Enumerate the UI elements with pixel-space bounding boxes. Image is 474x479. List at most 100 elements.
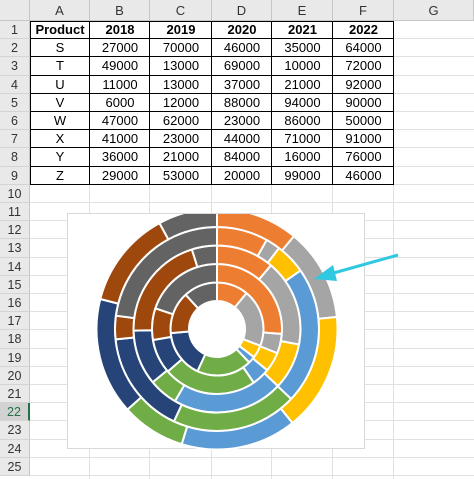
table-cell[interactable]: 21000 [162,149,200,165]
table-cell[interactable]: 71000 [284,131,321,147]
table-cell[interactable]: 20000 [223,167,261,183]
row-header-23[interactable]: 23 [0,421,30,440]
table-cell[interactable]: 84000 [223,149,261,165]
row-header-13[interactable]: 13 [0,239,30,258]
table-cell[interactable]: 88000 [223,94,261,110]
row-header-24[interactable]: 24 [0,439,30,458]
table-cell[interactable]: 47000 [101,113,139,128]
table-cell[interactable]: 13000 [162,76,200,92]
table-header-cell[interactable]: 2018 [105,22,135,37]
select-all-corner[interactable] [0,0,30,21]
table-cell[interactable]: 44000 [223,131,261,147]
row-header-10[interactable]: 10 [0,184,30,203]
row-header-22[interactable]: 22 [0,403,30,422]
row-header-17[interactable]: 17 [0,312,30,331]
table-cell[interactable]: W [53,113,67,128]
table-cell[interactable]: 46000 [345,167,382,183]
table-cell[interactable]: 92000 [345,76,382,92]
row-header-16[interactable]: 16 [0,294,30,313]
row-header-7[interactable]: 7 [0,130,30,149]
table-cell[interactable]: 23000 [223,113,261,128]
table-header-cell[interactable]: 2020 [227,22,257,37]
table-cell[interactable]: 6000 [105,94,135,110]
row-header-5[interactable]: 5 [0,93,30,112]
table-cell[interactable]: 23000 [162,131,200,147]
table-border [30,21,394,22]
table-border [393,21,394,185]
table-cell[interactable]: 13000 [162,58,200,74]
table-cell[interactable]: 11000 [102,76,138,92]
column-header-c[interactable]: C [150,0,212,21]
table-cell[interactable]: T [56,58,64,74]
column-header-d[interactable]: D [212,0,272,21]
table-border [271,21,272,185]
table-cell[interactable]: 50000 [345,113,382,128]
table-cell[interactable]: 27000 [101,40,139,56]
row-header-18[interactable]: 18 [0,330,30,349]
table-cell[interactable]: 37000 [223,76,261,92]
table-cell[interactable]: 49000 [101,58,139,74]
row-header-20[interactable]: 20 [0,366,30,385]
table-cell[interactable]: Z [56,167,64,183]
row-header-8[interactable]: 8 [0,148,30,167]
table-cell[interactable]: 12000 [162,94,200,110]
table-border [30,129,394,131]
column-header-f[interactable]: F [333,0,394,21]
column-header-e[interactable]: E [272,0,333,21]
table-cell[interactable]: V [55,94,65,110]
row-header-11[interactable]: 11 [0,203,30,222]
table-cell[interactable]: 29000 [101,167,139,183]
table-header-cell[interactable]: 2022 [349,22,378,37]
row-header-25[interactable]: 25 [0,457,30,476]
doughnut-segment-z[interactable] [158,214,218,241]
table-cell[interactable]: 99000 [284,167,321,183]
row-header-9[interactable]: 9 [0,166,30,185]
row-header-14[interactable]: 14 [0,257,30,276]
table-border [30,74,394,76]
row-header-15[interactable]: 15 [0,275,30,294]
row-header-21[interactable]: 21 [0,385,30,404]
table-cell[interactable]: 86000 [284,113,321,128]
table-cell[interactable]: 46000 [223,40,261,56]
table-cell[interactable]: Y [55,149,65,165]
table-cell[interactable]: 21000 [284,76,321,92]
column-header-a[interactable]: A [30,0,90,21]
column-header-b[interactable]: B [90,0,150,21]
row-header-3[interactable]: 3 [0,57,30,76]
table-cell[interactable]: 35000 [284,40,321,56]
table-cell[interactable]: 16000 [284,149,321,165]
row-header-1[interactable]: 1 [0,21,30,40]
row-header-12[interactable]: 12 [0,221,30,240]
doughnut-chart[interactable] [67,213,365,450]
table-cell[interactable]: 94000 [284,94,321,110]
gridline-row [30,475,474,476]
row-header-2[interactable]: 2 [0,39,30,58]
table-cell[interactable]: 76000 [345,149,382,165]
table-cell[interactable]: 69000 [223,58,261,74]
table-border [332,21,333,185]
table-cell[interactable]: 64000 [345,40,382,56]
table-cell[interactable]: 62000 [162,113,200,128]
gridline-col [393,21,394,479]
table-header-cell[interactable]: 2021 [288,22,317,37]
table-cell[interactable]: 41000 [101,131,139,147]
doughnut-chart-svg [95,214,339,450]
table-header-cell[interactable]: 2019 [166,22,196,37]
table-cell[interactable]: U [55,76,65,92]
table-cell[interactable]: 90000 [345,94,382,110]
table-cell[interactable]: X [55,131,65,147]
table-cell[interactable]: 91000 [345,131,382,147]
table-cell[interactable]: 72000 [345,58,382,74]
table-border [30,92,394,94]
row-header-6[interactable]: 6 [0,112,30,131]
table-cell[interactable]: 53000 [162,167,200,183]
table-cell[interactable]: S [55,40,65,56]
table-cell[interactable]: 70000 [162,40,200,56]
table-header-cell[interactable]: Product [35,22,85,37]
table-cell[interactable]: 10000 [284,58,321,74]
row-header-19[interactable]: 19 [0,348,30,367]
table-cell[interactable]: 36000 [101,149,139,165]
row-header-4[interactable]: 4 [0,75,30,94]
